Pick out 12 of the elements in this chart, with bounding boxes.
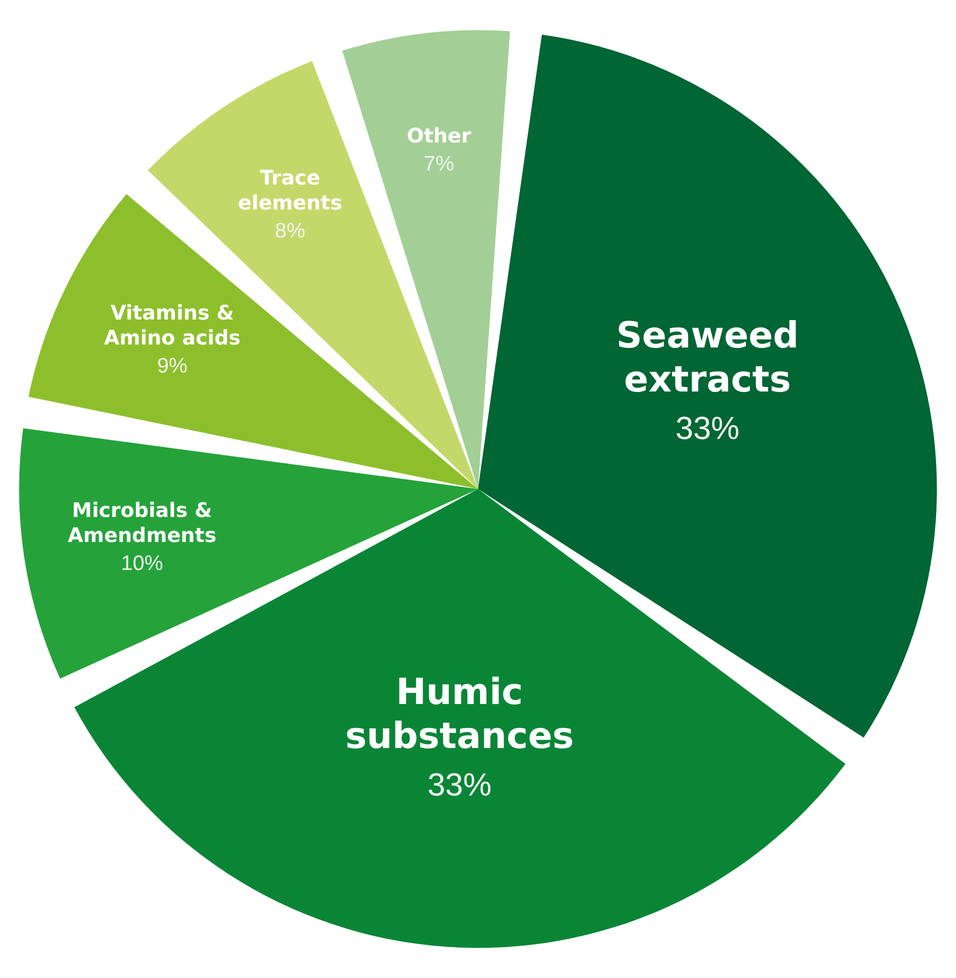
slice-label: Microbials & Amendments <box>68 498 216 548</box>
slice-label: Seaweed extracts <box>616 315 799 400</box>
data-label: 10% <box>121 552 164 576</box>
data-label: 33% <box>675 410 740 446</box>
slice-label: Other <box>406 124 472 148</box>
slice-label: Humic substances <box>345 672 574 758</box>
data-label: 9% <box>157 354 188 378</box>
data-label: 8% <box>274 220 306 243</box>
slice-label: Vitamins & Amino acids <box>104 300 241 350</box>
data-label: 7% <box>424 152 454 176</box>
data-label: 33% <box>427 766 492 803</box>
slice-label: Trace elements <box>238 166 342 215</box>
